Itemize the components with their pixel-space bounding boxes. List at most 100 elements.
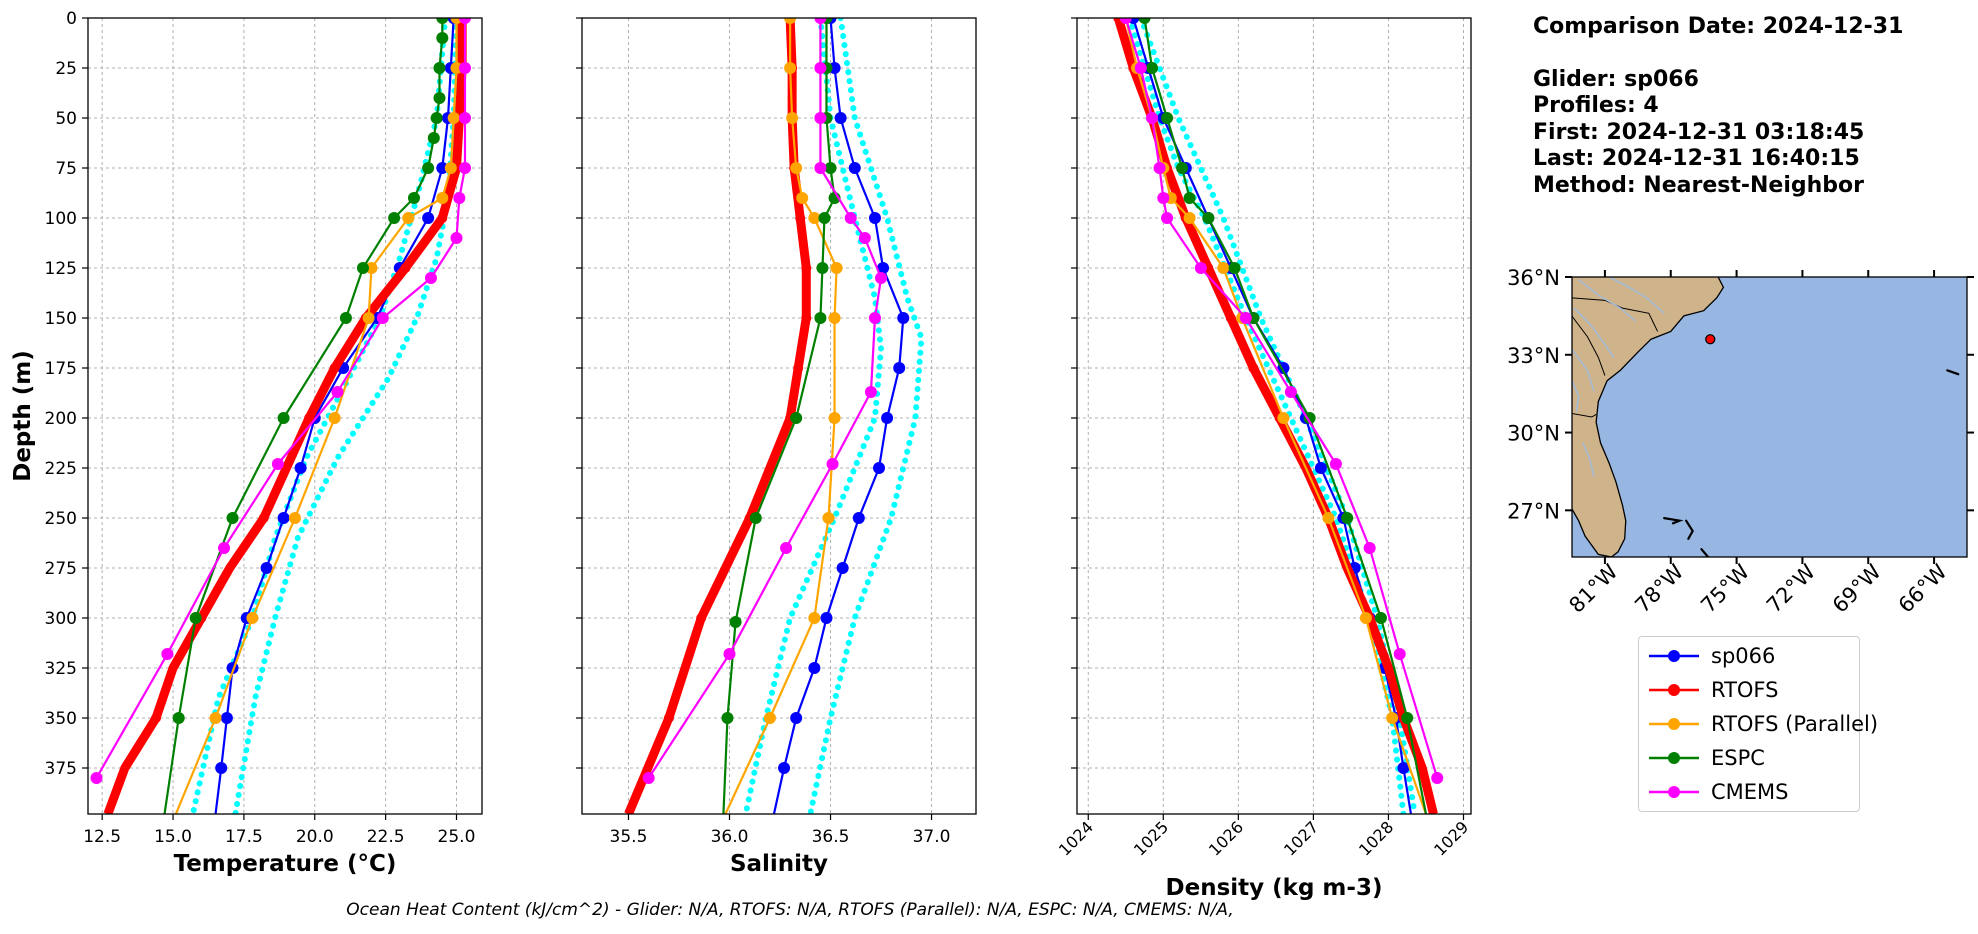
map-y-tick-label: 33°N <box>1507 344 1560 368</box>
data-point <box>778 762 791 774</box>
data-point <box>1183 192 1196 204</box>
y-tick-label: 75 <box>55 159 77 179</box>
x-tick-label: 15.0 <box>154 827 192 847</box>
data-point <box>848 162 861 174</box>
data-point <box>1228 262 1241 274</box>
profile-count: Profiles: 4 <box>1533 93 1659 118</box>
plot-area <box>90 18 471 814</box>
data-point <box>436 192 449 204</box>
info-block: Comparison Date: 2024-12-31 Glider: sp06… <box>1533 14 1903 199</box>
glider-profile-dotted <box>232 18 460 814</box>
map-x-tick-label: 72°W <box>1762 559 1820 617</box>
data-point <box>868 212 881 224</box>
x-axis-label: Temperature (°C) <box>174 851 397 877</box>
data-point <box>808 612 821 624</box>
data-point <box>875 272 888 284</box>
series-line-sp066 <box>1132 18 1413 814</box>
data-point <box>1341 512 1354 524</box>
data-point <box>328 412 341 424</box>
data-point <box>1314 462 1327 474</box>
data-point <box>356 262 369 274</box>
data-point <box>1161 112 1174 124</box>
data-point <box>407 192 420 204</box>
y-tick-label: 325 <box>45 659 77 679</box>
data-point <box>696 613 707 623</box>
data-point <box>260 562 273 574</box>
data-point <box>437 213 448 223</box>
data-point <box>893 362 906 374</box>
y-tick-label: 375 <box>45 759 77 779</box>
data-point <box>433 62 446 74</box>
legend-label: ESPC <box>1711 746 1765 770</box>
y-tick-label: 350 <box>45 709 77 729</box>
legend-swatch <box>1649 684 1699 696</box>
glider-profile-dotted <box>1126 18 1407 814</box>
data-point <box>1431 772 1444 784</box>
data-point <box>858 232 871 244</box>
y-tick-label: 250 <box>45 509 77 529</box>
data-point <box>868 312 881 324</box>
legend-swatch <box>1649 786 1699 798</box>
data-point <box>450 232 463 244</box>
data-point <box>1248 363 1259 373</box>
data-point <box>824 162 837 174</box>
legend-label: RTOFS (Parallel) <box>1711 712 1879 736</box>
data-point <box>790 412 803 424</box>
data-point <box>1119 18 1132 24</box>
data-point <box>877 262 890 274</box>
data-point <box>801 313 812 323</box>
data-point <box>388 212 401 224</box>
data-point <box>793 363 804 373</box>
data-point <box>1329 458 1342 470</box>
data-point <box>277 412 290 424</box>
y-tick-label: 300 <box>45 609 77 629</box>
x-tick-label: 1025 <box>1130 817 1172 859</box>
data-point <box>436 32 449 44</box>
data-point <box>246 612 259 624</box>
legend-label: CMEMS <box>1711 780 1789 804</box>
data-point <box>784 62 797 74</box>
y-tick-label: 125 <box>45 259 77 279</box>
x-tick-label: 36.0 <box>711 827 749 847</box>
x-axis-label: Density (kg m-3) <box>1166 875 1383 901</box>
data-point <box>1393 648 1406 660</box>
data-point <box>436 18 449 24</box>
data-point <box>427 132 440 144</box>
series-line-espc <box>163 18 444 814</box>
data-point <box>808 662 821 674</box>
island <box>1685 519 1694 540</box>
y-tick-label: 50 <box>55 109 77 129</box>
y-tick-label: 200 <box>45 409 77 429</box>
data-point <box>458 62 471 74</box>
data-point <box>1303 412 1316 424</box>
legend-swatch <box>1649 650 1699 662</box>
density-plot: 1024 1025 1026 1027 1028 1029 Density (kg m-3) <box>1055 17 1472 901</box>
data-point <box>422 162 435 174</box>
data-point <box>814 18 827 24</box>
comparison-date: Comparison Date: 2024-12-31 <box>1533 14 1904 39</box>
plot-frame <box>581 17 977 815</box>
data-point <box>795 213 806 223</box>
data-point <box>723 648 736 660</box>
data-point <box>1194 262 1207 274</box>
x-tick-label: 37.0 <box>913 827 951 847</box>
data-point <box>189 612 202 624</box>
x-tick-label: 1024 <box>1055 817 1097 859</box>
x-tick-label: 17.5 <box>225 827 263 847</box>
data-point <box>172 712 185 724</box>
data-point <box>288 512 301 524</box>
state-border <box>1572 315 1606 376</box>
legend-swatch <box>1649 752 1699 764</box>
series-line-espc <box>722 18 836 814</box>
map-frame <box>1571 276 1968 558</box>
data-point <box>304 413 315 423</box>
data-point <box>1284 386 1297 398</box>
data-point <box>422 212 435 224</box>
data-point <box>1386 712 1399 724</box>
data-point <box>796 192 809 204</box>
data-point <box>814 312 827 324</box>
data-point <box>784 18 797 24</box>
x-tick-label: 36.5 <box>812 827 850 847</box>
data-point <box>294 462 307 474</box>
data-point <box>1176 162 1189 174</box>
